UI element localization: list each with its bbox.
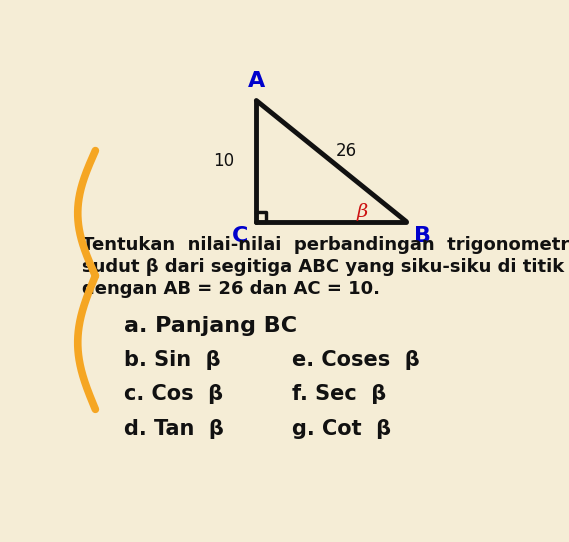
Text: 26: 26 — [336, 141, 357, 159]
Text: A: A — [248, 72, 265, 92]
Text: sudut β dari segitiga ABC yang siku-siku di titik A: sudut β dari segitiga ABC yang siku-siku… — [82, 259, 569, 276]
Text: d. Tan  β: d. Tan β — [124, 418, 224, 438]
Text: B: B — [414, 226, 431, 246]
Text: C: C — [232, 226, 249, 246]
Text: a. Panjang BC: a. Panjang BC — [124, 316, 297, 336]
Text: 10: 10 — [213, 152, 234, 170]
Text: e. Coses  β: e. Coses β — [291, 350, 419, 370]
Text: g. Cot  β: g. Cot β — [291, 418, 391, 438]
Text: β: β — [357, 203, 368, 221]
Text: c. Cos  β: c. Cos β — [124, 384, 223, 404]
Text: f. Sec  β: f. Sec β — [291, 384, 386, 404]
Text: dengan AB = 26 dan AC = 10.: dengan AB = 26 dan AC = 10. — [82, 280, 380, 299]
Text: b. Sin  β: b. Sin β — [124, 350, 221, 370]
Text: Tentukan  nilai-nilai  perbandingan  trigonometri: Tentukan nilai-nilai perbandingan trigon… — [82, 236, 569, 254]
